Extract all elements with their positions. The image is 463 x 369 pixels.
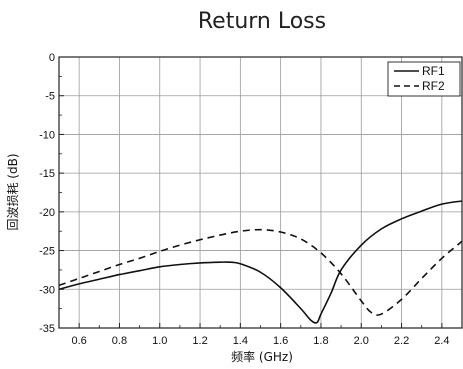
series-line-rf2 (58, 228, 463, 316)
x-tick-label: 2.2 (394, 335, 409, 347)
legend-box (387, 61, 461, 97)
x-tick-label: 0.6 (72, 335, 87, 347)
chart-title: Return Loss (198, 9, 326, 34)
y-tick-label: -25 (39, 246, 55, 258)
x-tick-label: 2.0 (354, 335, 369, 347)
x-tick-label: 1.6 (273, 335, 288, 347)
x-tick-label: 1.4 (233, 335, 248, 347)
series-group (58, 200, 463, 324)
x-tick-label: 1.2 (192, 335, 207, 347)
x-axis-label: 频率 (GHz) (231, 349, 293, 364)
y-tick-label: -10 (39, 129, 55, 141)
y-tick-label: -30 (39, 284, 55, 296)
x-tick-label: 1.0 (152, 335, 167, 347)
y-axis-label: 回波损耗 (dB) (6, 153, 20, 230)
legend: RF1 RF2 (387, 61, 461, 97)
y-tick-label: -20 (39, 207, 55, 219)
grid-lines (59, 56, 462, 329)
x-tick-label: 0.8 (112, 335, 127, 347)
x-axis-ticks: 0.6 0.8 1.0 1.2 1.4 1.6 1.8 2.0 2.2 2.4 (72, 323, 449, 347)
y-axis-ticks: 0 -5 -10 -15 -20 -25 -30 -35 (39, 52, 64, 335)
legend-label-rf2: RF2 (422, 79, 445, 93)
x-tick-label: 2.4 (434, 335, 449, 347)
y-tick-label: -5 (45, 91, 55, 103)
y-tick-label: 0 (49, 52, 55, 64)
series-line-rf1 (58, 200, 463, 324)
y-tick-label: -35 (39, 323, 55, 335)
legend-label-rf1: RF1 (422, 64, 445, 78)
x-tick-label: 1.8 (313, 335, 328, 347)
y-tick-label: -15 (39, 168, 55, 180)
plot-frame (58, 56, 463, 329)
